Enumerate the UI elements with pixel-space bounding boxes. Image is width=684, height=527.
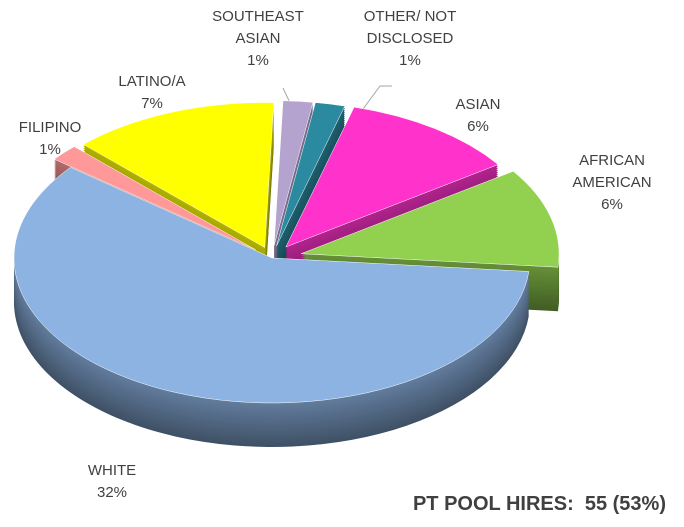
slice-name: OTHER/ NOT DISCLOSED <box>363 8 457 47</box>
pie-slice <box>13 167 530 404</box>
slice-name: LATINO/A <box>118 73 186 90</box>
slice-label: OTHER/ NOT DISCLOSED 1% <box>350 6 470 72</box>
slice-value: 1% <box>39 141 61 158</box>
slice-name: SOUTHEAST ASIAN <box>212 8 304 47</box>
slice-value: 7% <box>141 95 163 112</box>
slice-label: AFRICAN AMERICAN 6% <box>562 150 662 216</box>
slice-name: ASIAN <box>455 96 501 113</box>
slice-name: AFRICAN AMERICAN <box>572 152 652 191</box>
slice-label: ASIAN 6% <box>433 94 523 138</box>
slice-label: WHITE 32% <box>67 460 157 504</box>
pie-slice <box>300 170 560 268</box>
chart-title: PT POOL HIRES: 55 (53%) <box>412 493 666 515</box>
slice-value: 32% <box>96 484 128 501</box>
pie-slice <box>273 100 314 246</box>
slice-name: FILIPINO <box>18 119 82 136</box>
pie-slice <box>53 146 256 250</box>
slice-label: SOUTHEAST ASIAN 1% <box>203 6 313 72</box>
slice-label: LATINO/A 7% <box>102 71 202 115</box>
slice-name: WHITE <box>87 462 137 479</box>
pie-slice <box>285 106 499 248</box>
slice-value: 6% <box>601 196 623 213</box>
slice-value: 1% <box>399 52 421 69</box>
pie-slice <box>82 102 274 248</box>
pie-slice <box>276 102 346 247</box>
slice-value: 6% <box>467 118 489 135</box>
slice-label: FILIPINO 1% <box>0 117 100 161</box>
slice-value: 1% <box>247 52 269 69</box>
